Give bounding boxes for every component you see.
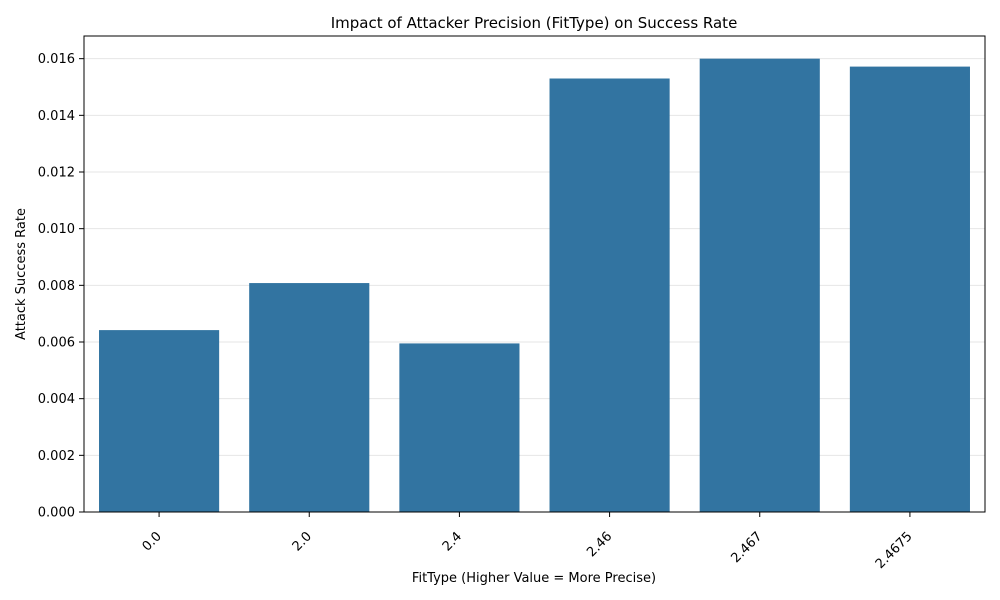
x-tick-label: 2.467 bbox=[729, 529, 766, 566]
bar-2-46 bbox=[549, 78, 670, 512]
bar-2-467 bbox=[699, 58, 820, 513]
y-axis-ticks: 0.000 0.002 0.004 0.006 0.008 0.010 0.012 0.014… bbox=[38, 52, 84, 521]
x-tick-label: 2.4675 bbox=[873, 529, 916, 572]
y-axis-title: Attack Success Rate bbox=[14, 208, 29, 340]
y-tick-label: 0.002 bbox=[38, 449, 75, 464]
y-tick-label: 0.004 bbox=[38, 392, 75, 407]
y-tick-label: 0.016 bbox=[38, 52, 75, 67]
bar-2-0 bbox=[249, 283, 370, 512]
bars bbox=[99, 58, 970, 513]
y-tick-label: 0.014 bbox=[38, 109, 75, 124]
x-tick-label: 2.4 bbox=[440, 529, 465, 554]
y-tick-label: 0.006 bbox=[38, 336, 75, 351]
y-tick-label: 0.008 bbox=[38, 279, 75, 294]
x-tick-label: 2.0 bbox=[290, 529, 315, 554]
bar-2-4675 bbox=[849, 66, 970, 512]
bar-2-4 bbox=[399, 343, 520, 512]
chart-title: Impact of Attacker Precision (FitType) o… bbox=[331, 14, 738, 32]
x-axis-ticks: 0.0 2.0 2.4 2.46 2.467 2.4675 bbox=[140, 512, 916, 572]
x-tick-label: 2.46 bbox=[584, 529, 615, 560]
grid-lines bbox=[84, 58, 985, 513]
bar-0-0 bbox=[99, 330, 220, 512]
plot-frame bbox=[83, 35, 986, 513]
x-axis-title: FitType (Higher Value = More Precise) bbox=[412, 571, 656, 586]
y-tick-label: 0.000 bbox=[38, 506, 75, 521]
x-tick-label: 0.0 bbox=[140, 529, 165, 554]
y-tick-label: 0.012 bbox=[38, 166, 75, 181]
y-tick-label: 0.010 bbox=[38, 222, 75, 237]
